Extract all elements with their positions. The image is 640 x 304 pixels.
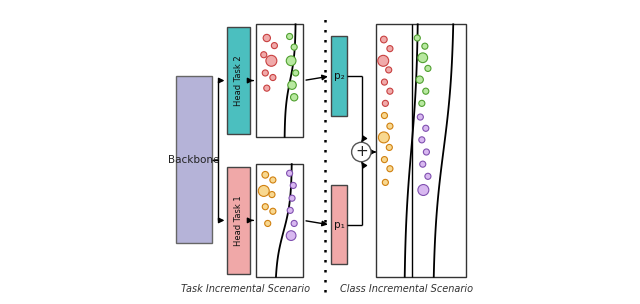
Circle shape: [387, 166, 393, 172]
Text: Head Task 2: Head Task 2: [234, 55, 243, 106]
Circle shape: [381, 36, 387, 43]
Circle shape: [270, 208, 276, 214]
Circle shape: [386, 67, 392, 73]
Circle shape: [425, 65, 431, 71]
Circle shape: [424, 149, 429, 155]
Circle shape: [264, 85, 270, 91]
Text: +: +: [355, 144, 368, 160]
Circle shape: [387, 144, 392, 150]
Bar: [256, 24, 303, 137]
Circle shape: [260, 52, 267, 58]
Circle shape: [266, 55, 277, 66]
Circle shape: [378, 55, 388, 66]
Circle shape: [381, 79, 387, 85]
Bar: [175, 76, 212, 243]
Text: Head Task 1: Head Task 1: [234, 195, 243, 246]
Circle shape: [286, 56, 296, 66]
Circle shape: [418, 185, 429, 195]
Circle shape: [291, 44, 297, 50]
Circle shape: [381, 157, 387, 163]
Bar: [376, 24, 466, 277]
Circle shape: [387, 88, 393, 94]
Text: p₂: p₂: [333, 71, 344, 81]
Circle shape: [382, 179, 388, 185]
Circle shape: [378, 132, 389, 143]
Circle shape: [262, 204, 268, 210]
Bar: [331, 185, 348, 264]
Circle shape: [419, 100, 425, 106]
Circle shape: [423, 125, 429, 131]
Circle shape: [270, 74, 276, 81]
Circle shape: [287, 33, 292, 40]
Circle shape: [265, 220, 271, 226]
Circle shape: [287, 207, 293, 213]
Circle shape: [425, 173, 431, 179]
Circle shape: [291, 94, 298, 101]
Circle shape: [419, 137, 425, 143]
Circle shape: [287, 170, 292, 176]
Circle shape: [262, 70, 268, 76]
Text: Task Incremental Scenario: Task Incremental Scenario: [181, 284, 310, 294]
Circle shape: [414, 35, 420, 41]
Circle shape: [381, 112, 387, 119]
Bar: [227, 167, 250, 274]
Circle shape: [259, 185, 269, 196]
Circle shape: [291, 220, 297, 226]
Bar: [331, 36, 348, 116]
Circle shape: [351, 142, 371, 162]
Text: Class Incremental Scenario: Class Incremental Scenario: [340, 284, 473, 294]
Bar: [256, 164, 303, 277]
Circle shape: [420, 161, 426, 167]
Circle shape: [387, 46, 393, 52]
Circle shape: [387, 123, 393, 129]
Circle shape: [271, 43, 278, 49]
Circle shape: [262, 171, 269, 178]
Circle shape: [290, 182, 296, 188]
Text: Backbone: Backbone: [168, 155, 220, 164]
Text: p₁: p₁: [333, 220, 344, 230]
Circle shape: [416, 76, 424, 83]
Circle shape: [422, 43, 428, 49]
Circle shape: [417, 114, 424, 120]
Circle shape: [289, 195, 295, 201]
Circle shape: [263, 34, 271, 42]
Circle shape: [269, 192, 275, 198]
Circle shape: [418, 53, 428, 63]
Circle shape: [288, 81, 296, 89]
Circle shape: [382, 100, 388, 106]
Bar: [227, 27, 250, 134]
Circle shape: [286, 231, 296, 240]
Circle shape: [292, 70, 299, 76]
Circle shape: [270, 177, 276, 183]
Circle shape: [423, 88, 429, 94]
